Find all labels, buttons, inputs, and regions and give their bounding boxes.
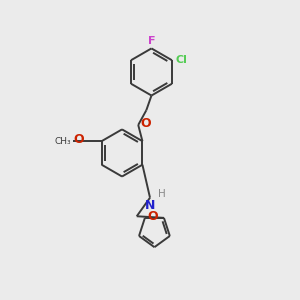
Text: N: N — [145, 199, 155, 212]
Text: CH₃: CH₃ — [55, 137, 71, 146]
Text: O: O — [141, 117, 151, 130]
Text: O: O — [148, 210, 158, 223]
Text: F: F — [148, 36, 155, 46]
Text: Cl: Cl — [176, 55, 187, 65]
Text: O: O — [73, 134, 84, 146]
Text: H: H — [158, 189, 166, 199]
